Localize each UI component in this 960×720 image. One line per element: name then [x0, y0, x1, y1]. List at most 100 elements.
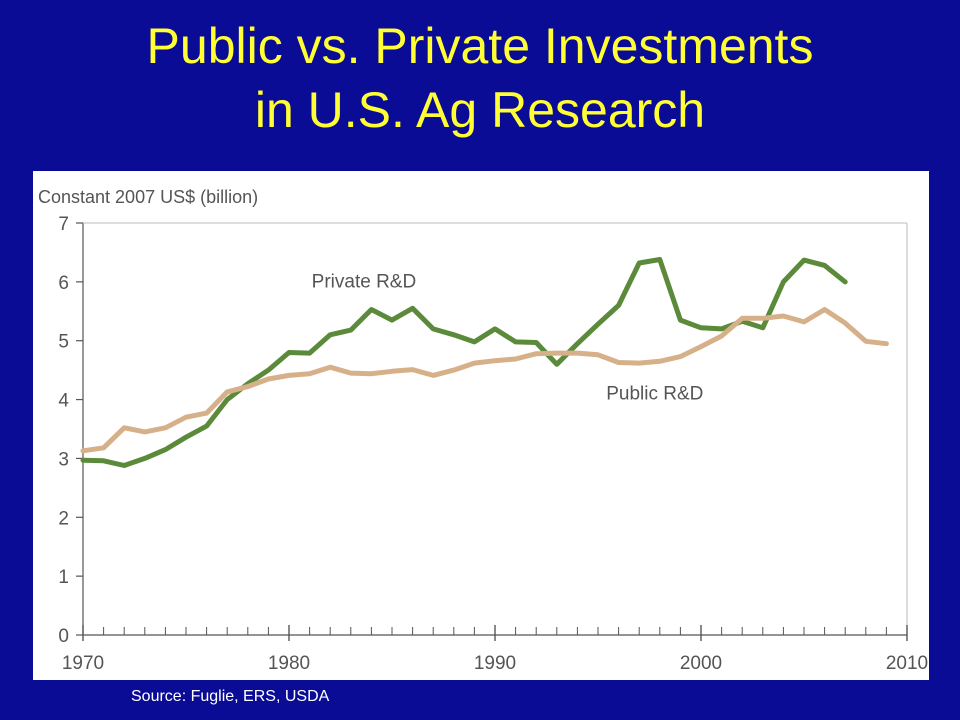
- data-point-public-r-d: [452, 368, 456, 372]
- data-point-private-r-d: [369, 308, 373, 312]
- data-point-public-r-d: [369, 372, 373, 376]
- data-point-public-r-d: [205, 411, 209, 415]
- data-point-public-r-d: [802, 320, 806, 324]
- x-tick-label: 2010: [886, 653, 928, 674]
- data-point-public-r-d: [658, 359, 662, 363]
- data-point-public-r-d: [555, 351, 559, 355]
- data-point-private-r-d: [658, 257, 662, 261]
- data-point-public-r-d: [514, 357, 518, 361]
- data-point-public-r-d: [781, 314, 785, 318]
- data-point-private-r-d: [843, 280, 847, 284]
- data-point-public-r-d: [431, 373, 435, 377]
- series-annotation: Private R&D: [312, 272, 417, 293]
- data-point-public-r-d: [349, 371, 353, 375]
- x-tick-label: 1980: [268, 653, 310, 674]
- y-tick-label: 5: [58, 332, 69, 353]
- data-point-public-r-d: [534, 352, 538, 356]
- data-point-private-r-d: [575, 342, 579, 346]
- data-point-private-r-d: [225, 398, 229, 402]
- data-point-private-r-d: [452, 333, 456, 337]
- data-point-public-r-d: [308, 372, 312, 376]
- data-point-private-r-d: [328, 333, 332, 337]
- data-point-private-r-d: [205, 424, 209, 428]
- chart-panel: Constant 2007 US$ (billion) 0 1 2 3 4 5 6 7 1970…: [33, 171, 929, 680]
- y-tick-label: 1: [58, 567, 69, 588]
- data-point-private-r-d: [163, 448, 167, 452]
- data-point-public-r-d: [699, 345, 703, 349]
- data-point-public-r-d: [493, 359, 497, 363]
- data-point-private-r-d: [823, 263, 827, 267]
- data-point-private-r-d: [555, 362, 559, 366]
- series-annotation: Public R&D: [606, 384, 703, 405]
- data-point-public-r-d: [246, 385, 250, 389]
- series-line-public-r-d: [80, 307, 889, 454]
- y-axis-label: Constant 2007 US$ (billion): [38, 187, 258, 207]
- data-point-private-r-d: [122, 463, 126, 467]
- data-point-public-r-d: [102, 446, 106, 450]
- data-point-public-r-d: [390, 369, 394, 373]
- data-point-public-r-d: [225, 390, 229, 394]
- data-point-private-r-d: [761, 326, 765, 330]
- y-tick-label: 6: [58, 273, 69, 294]
- data-point-private-r-d: [81, 458, 85, 462]
- data-point-public-r-d: [617, 360, 621, 364]
- data-point-public-r-d: [740, 316, 744, 320]
- y-tick-label: 3: [58, 449, 69, 470]
- slide-title-line-1: Public vs. Private Investments: [146, 18, 814, 74]
- data-point-public-r-d: [761, 316, 765, 320]
- data-point-private-r-d: [617, 303, 621, 307]
- data-point-public-r-d: [122, 426, 126, 430]
- line-chart: Constant 2007 US$ (billion) 0 1 2 3 4 5 6 7 1970…: [38, 187, 928, 674]
- chart-axes: 0 1 2 3 4 5 6 7 1970 1980 1990 2000 2010: [58, 214, 928, 674]
- data-point-public-r-d: [637, 361, 641, 365]
- slide-title: Public vs. Private Investments in U.S. A…: [0, 14, 960, 142]
- x-tick-label: 1990: [474, 653, 516, 674]
- data-point-private-r-d: [534, 340, 538, 344]
- source-note: Source: Fuglie, ERS, USDA: [131, 688, 330, 705]
- data-point-private-r-d: [184, 435, 188, 439]
- data-point-private-r-d: [308, 351, 312, 355]
- data-point-public-r-d: [884, 342, 888, 346]
- data-point-private-r-d: [266, 368, 270, 372]
- data-point-private-r-d: [802, 258, 806, 262]
- y-tick-label: 7: [58, 214, 69, 235]
- y-tick-label: 4: [58, 391, 69, 412]
- data-point-private-r-d: [411, 306, 415, 310]
- data-point-public-r-d: [287, 373, 291, 377]
- y-tick-label: 0: [58, 626, 69, 647]
- data-point-private-r-d: [514, 340, 518, 344]
- x-tick-label: 1970: [62, 653, 104, 674]
- data-point-public-r-d: [720, 334, 724, 338]
- chart-series: [80, 257, 889, 468]
- data-point-private-r-d: [699, 326, 703, 330]
- data-point-private-r-d: [287, 350, 291, 354]
- data-point-public-r-d: [143, 430, 147, 434]
- data-point-private-r-d: [102, 459, 106, 463]
- y-tick-label: 2: [58, 508, 69, 529]
- data-point-public-r-d: [163, 426, 167, 430]
- data-point-private-r-d: [472, 340, 476, 344]
- data-point-public-r-d: [472, 361, 476, 365]
- data-point-private-r-d: [390, 318, 394, 322]
- chart-annotations: Private R&D Public R&D: [312, 272, 704, 405]
- data-point-private-r-d: [781, 280, 785, 284]
- data-point-public-r-d: [823, 308, 827, 312]
- data-point-public-r-d: [81, 449, 85, 453]
- data-point-public-r-d: [184, 415, 188, 419]
- x-tick-label: 2000: [680, 653, 722, 674]
- data-point-public-r-d: [266, 377, 270, 381]
- data-point-public-r-d: [678, 355, 682, 359]
- data-point-private-r-d: [720, 327, 724, 331]
- data-point-private-r-d: [493, 327, 497, 331]
- series-line-private-r-d: [80, 257, 848, 468]
- data-point-private-r-d: [349, 328, 353, 332]
- data-point-public-r-d: [411, 368, 415, 372]
- data-point-private-r-d: [431, 327, 435, 331]
- data-point-public-r-d: [328, 365, 332, 369]
- data-point-public-r-d: [575, 351, 579, 355]
- data-point-private-r-d: [143, 456, 147, 460]
- data-point-public-r-d: [843, 321, 847, 325]
- data-point-public-r-d: [596, 353, 600, 357]
- data-point-private-r-d: [637, 261, 641, 265]
- data-point-private-r-d: [596, 322, 600, 326]
